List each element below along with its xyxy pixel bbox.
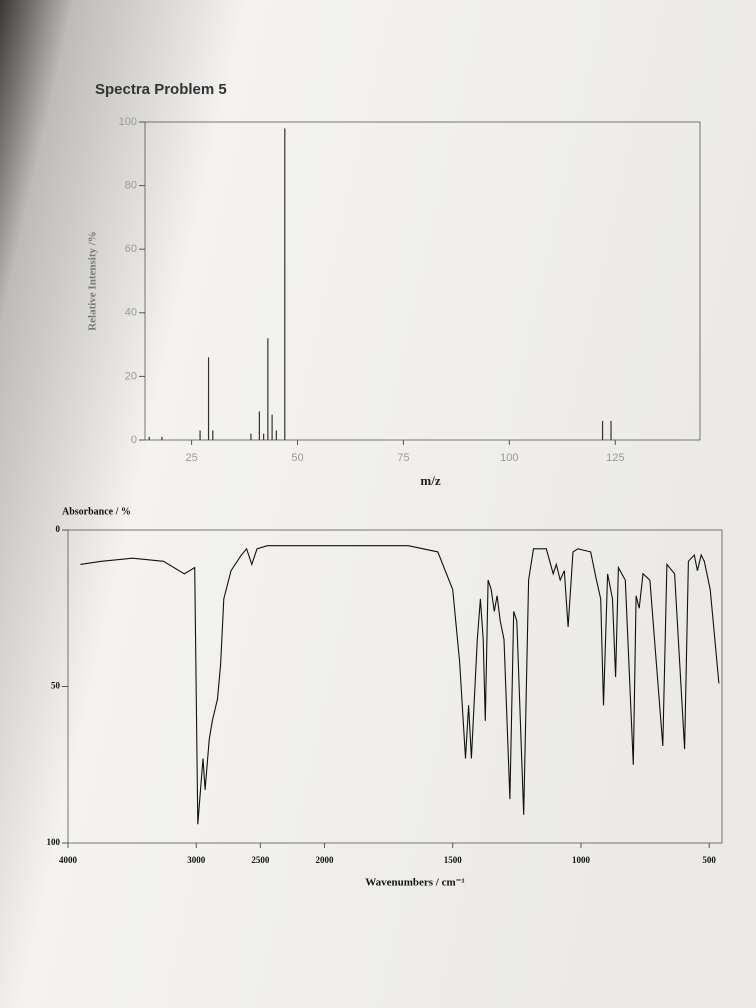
y-axis-label: Absorbance / %	[62, 506, 131, 517]
x-tick-label: 2500	[251, 855, 270, 865]
y-tick-label: 0	[131, 434, 137, 446]
ir-spectrum: 0 50 100 4000 3000 2500 2000 1500 1000 500 Wavenum…	[47, 506, 723, 889]
x-tick-label: 100	[500, 452, 518, 464]
x-tick-label: 2000	[315, 855, 334, 865]
x-tick-label: 75	[397, 452, 409, 464]
mass-spectrum: 0 20 40 60 80 100 25 50 75 100 125 m/z Relative Inte…	[87, 116, 701, 488]
y-tick-label: 20	[125, 370, 137, 382]
x-tick-label: 500	[702, 855, 716, 865]
x-tick-label: 4000	[59, 855, 78, 865]
y-tick-label: 50	[51, 681, 61, 691]
x-axis-label: m/z	[420, 473, 440, 488]
x-tick-label: 1000	[572, 855, 591, 865]
x-axis-label: Wavenumbers / cm⁻¹	[365, 877, 465, 889]
spectrum-line	[80, 545, 720, 825]
y-tick-label: 60	[125, 243, 137, 255]
y-tick-label: 100	[47, 837, 61, 847]
plot-frame	[144, 121, 701, 441]
x-tick-label: 25	[185, 452, 197, 464]
page-title: Spectra Problem 5	[95, 81, 227, 98]
x-tick-label: 125	[606, 452, 624, 464]
y-tick-label: 80	[125, 180, 137, 192]
y-tick-label: 40	[125, 307, 137, 319]
x-tick-label: 3000	[187, 855, 206, 865]
y-tick-label: 100	[119, 116, 137, 128]
x-tick-label: 1500	[444, 855, 463, 865]
y-tick-label: 0	[56, 524, 61, 534]
y-axis-label: Relative Intensity /%	[87, 231, 99, 331]
x-tick-label: 50	[291, 452, 303, 464]
